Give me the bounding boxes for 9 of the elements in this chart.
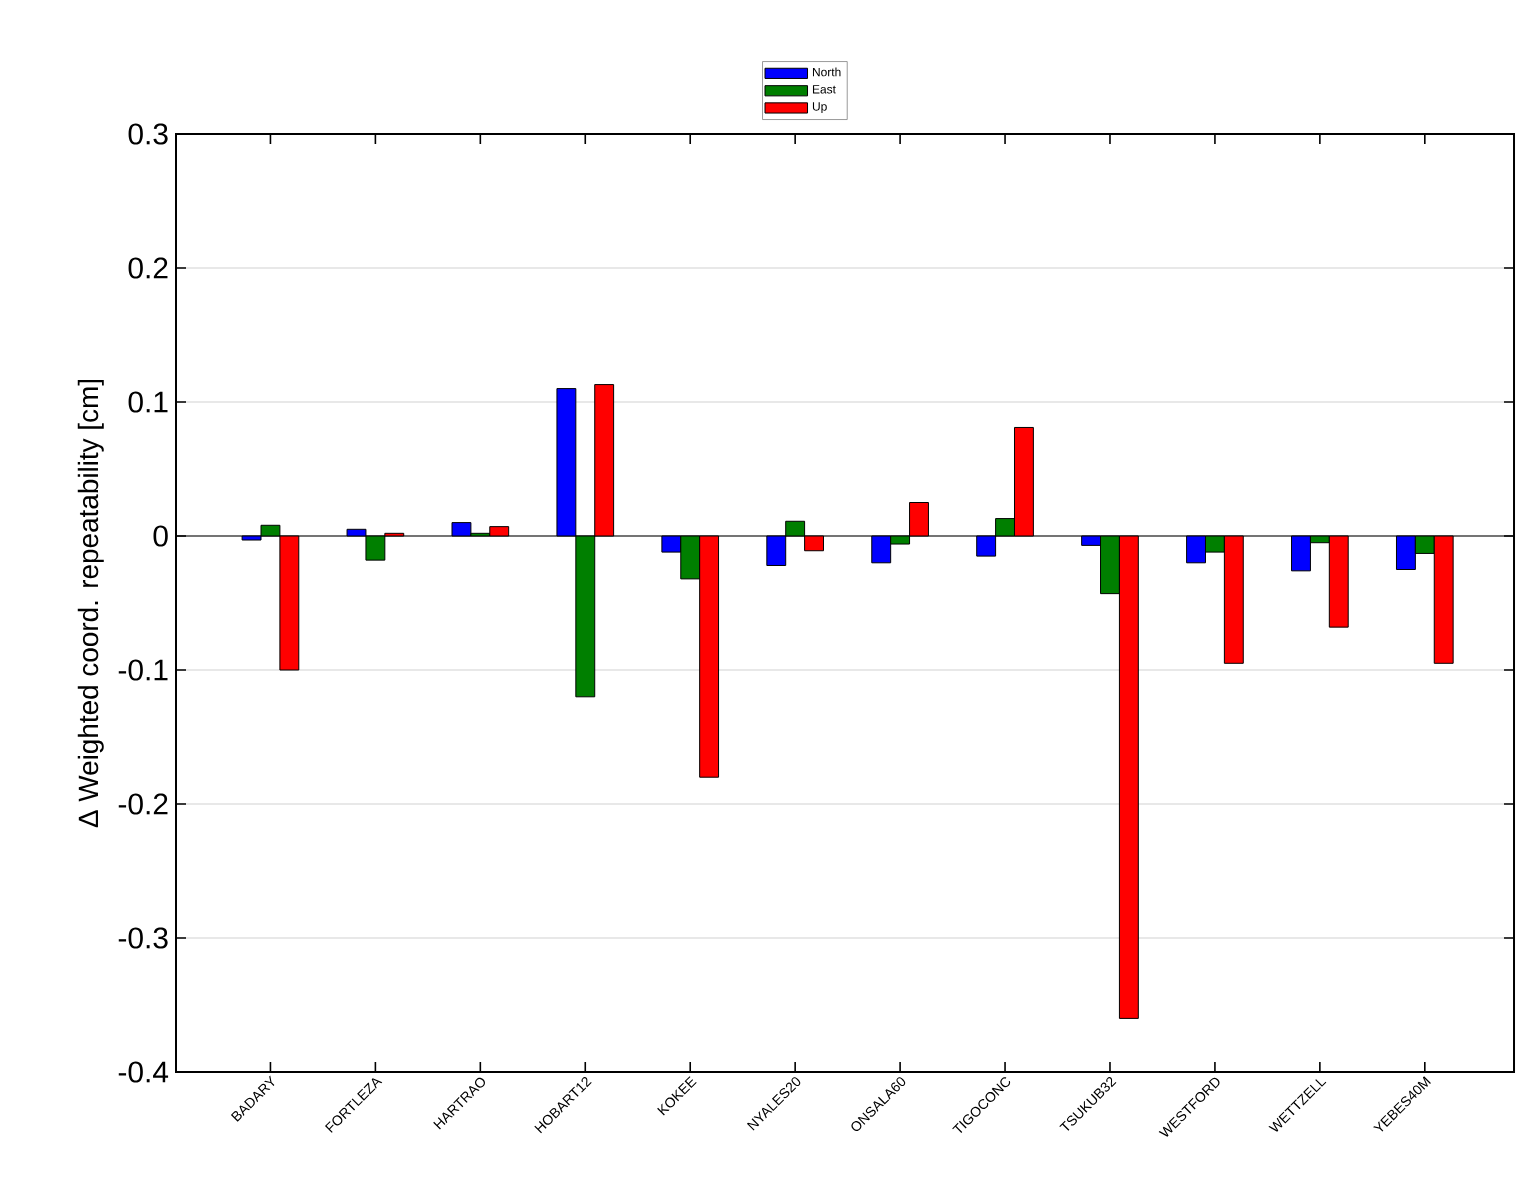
y-axis-title: Δ Weighted coord. repeatability [cm] bbox=[77, 379, 104, 828]
y-tick-label: -0.4 bbox=[118, 1061, 169, 1083]
y-tick-label: -0.2 bbox=[118, 793, 168, 815]
y-tick-label: 0.3 bbox=[128, 123, 168, 145]
y-tick-label: -0.1 bbox=[118, 659, 168, 681]
y-tick-label: -0.3 bbox=[118, 927, 168, 949]
y-tick-label: 0 bbox=[153, 525, 168, 547]
y-tick-label: 0.1 bbox=[128, 391, 168, 413]
y-tick-label: 0.2 bbox=[128, 257, 168, 279]
